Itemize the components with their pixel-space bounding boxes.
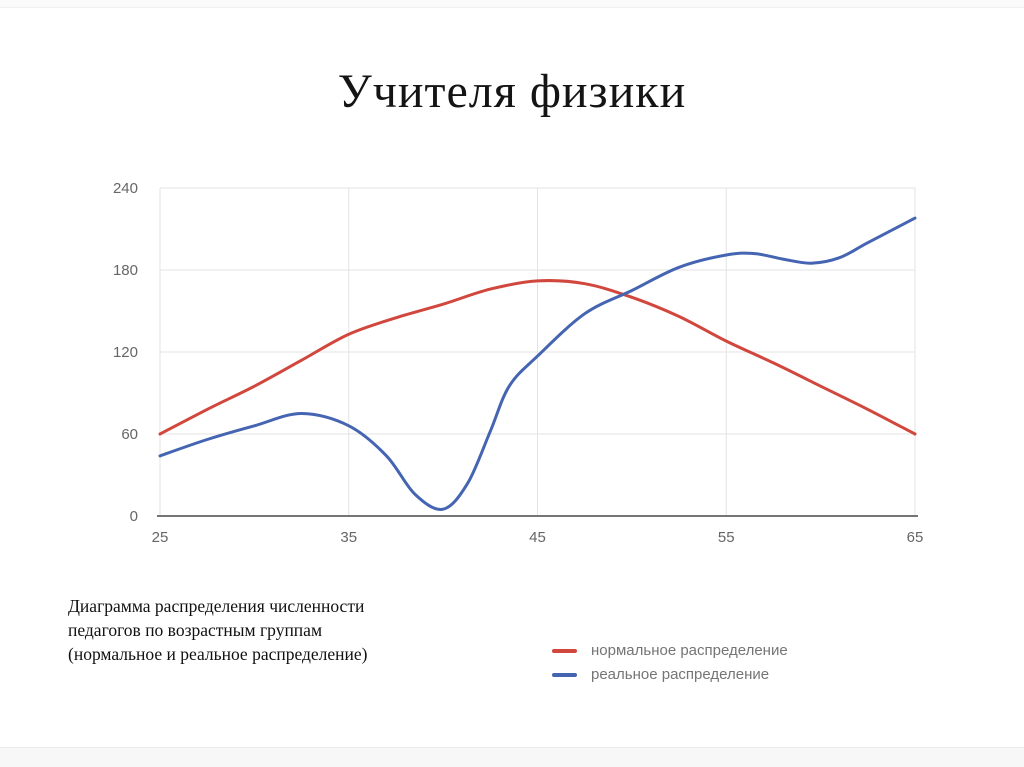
- legend-item-real: реальное распределение: [552, 663, 788, 687]
- page-title: Учителя физики: [337, 65, 687, 118]
- series-line-0: [158, 279, 917, 436]
- x-tick-label: 45: [529, 529, 546, 546]
- slide-bottom-edge: [0, 747, 1024, 767]
- y-tick-label: 180: [113, 262, 138, 279]
- legend-label-normal: нормальное распределение: [591, 642, 788, 659]
- legend-swatch-normal: [552, 649, 577, 653]
- legend-label-real: реальное распределение: [591, 666, 770, 683]
- x-tick-label: 65: [907, 529, 924, 546]
- y-tick-label: 240: [113, 180, 138, 197]
- legend-item-normal: нормальное распределение: [552, 639, 788, 663]
- x-tick-label: 55: [718, 529, 735, 546]
- x-tick-label: 35: [340, 529, 357, 546]
- y-tick-label: 120: [113, 344, 138, 361]
- series-line-1: [158, 216, 917, 511]
- slide-top-edge: [0, 0, 1024, 8]
- x-tick-label: 25: [152, 529, 169, 546]
- chart-caption: Диаграмма распределения численности педа…: [68, 596, 368, 664]
- legend-swatch-real: [552, 673, 577, 677]
- chart-legend: нормальное распределение реальное распре…: [552, 639, 788, 687]
- y-tick-label: 0: [130, 508, 138, 525]
- y-tick-label: 60: [121, 426, 138, 443]
